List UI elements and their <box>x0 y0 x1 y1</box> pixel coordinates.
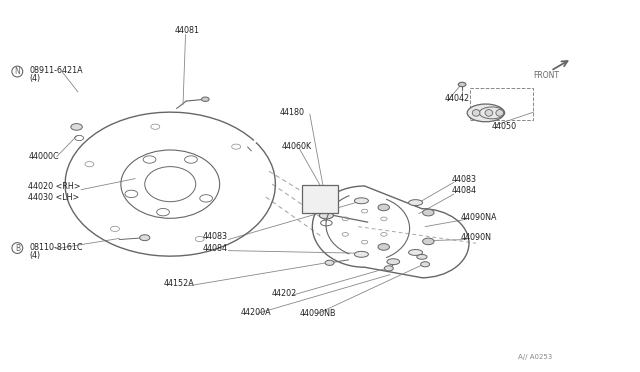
Circle shape <box>202 97 209 102</box>
Ellipse shape <box>417 254 427 259</box>
Text: 44090N: 44090N <box>460 233 491 242</box>
Circle shape <box>385 266 394 271</box>
Circle shape <box>325 260 334 265</box>
Text: 44042: 44042 <box>444 94 469 103</box>
Circle shape <box>71 124 83 130</box>
Text: 44200A: 44200A <box>241 308 271 317</box>
Circle shape <box>378 204 390 211</box>
Text: 44081: 44081 <box>175 26 200 35</box>
Text: 44084: 44084 <box>203 244 228 253</box>
Text: 44050: 44050 <box>492 122 517 131</box>
Text: 44084: 44084 <box>452 186 477 195</box>
Bar <box>470 88 534 119</box>
Text: 44083: 44083 <box>452 175 477 184</box>
Text: 44152A: 44152A <box>164 279 195 288</box>
Ellipse shape <box>485 110 493 116</box>
Circle shape <box>422 209 434 216</box>
Text: 44090NB: 44090NB <box>300 309 336 318</box>
Text: 44090NA: 44090NA <box>460 212 497 221</box>
Ellipse shape <box>408 250 422 256</box>
Text: B: B <box>15 244 20 253</box>
Text: (4): (4) <box>29 74 40 83</box>
Text: 44030 <LH>: 44030 <LH> <box>28 193 79 202</box>
Text: 44083: 44083 <box>203 232 228 241</box>
Text: 44060K: 44060K <box>282 142 312 151</box>
Text: 08911-6421A: 08911-6421A <box>29 66 83 75</box>
Circle shape <box>420 262 429 267</box>
Bar <box>301 185 339 213</box>
Ellipse shape <box>408 200 422 206</box>
Circle shape <box>422 238 434 245</box>
Text: 44000C: 44000C <box>28 152 59 161</box>
Text: 44180: 44180 <box>279 108 304 117</box>
Ellipse shape <box>472 110 480 116</box>
Text: FRONT: FRONT <box>534 71 559 80</box>
Ellipse shape <box>319 212 333 219</box>
Text: A// A0253: A// A0253 <box>518 353 552 360</box>
Ellipse shape <box>355 251 369 257</box>
Text: 08110-8161C: 08110-8161C <box>29 243 83 252</box>
Ellipse shape <box>467 104 504 122</box>
Text: (4): (4) <box>29 251 40 260</box>
Circle shape <box>458 82 466 87</box>
Circle shape <box>378 244 390 250</box>
Text: 44020 <RH>: 44020 <RH> <box>28 182 81 191</box>
Text: N: N <box>15 67 20 76</box>
Ellipse shape <box>355 198 369 204</box>
Circle shape <box>140 235 150 241</box>
Ellipse shape <box>496 110 504 116</box>
Ellipse shape <box>387 259 399 264</box>
Text: 44202: 44202 <box>271 289 297 298</box>
